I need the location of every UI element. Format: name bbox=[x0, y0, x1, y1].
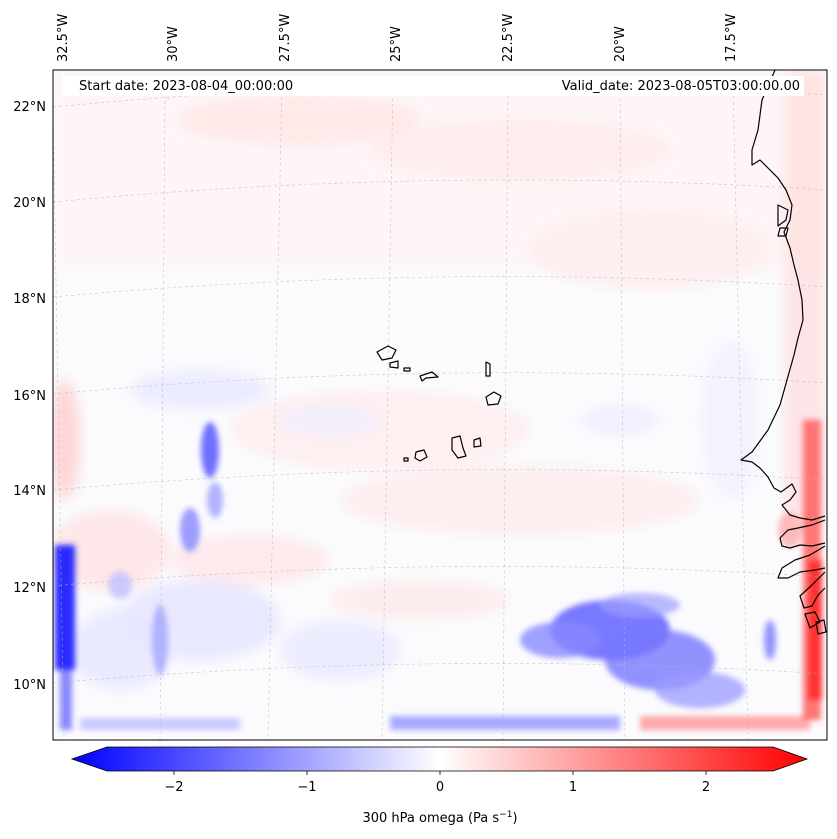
meridian-22-5w bbox=[502, 77, 509, 740]
lon-label: 32.5°W bbox=[56, 14, 71, 62]
meridian-20w bbox=[619, 79, 626, 740]
parallel-14n bbox=[53, 469, 827, 491]
parallel-10n bbox=[53, 663, 827, 684]
meridian-25w bbox=[381, 79, 394, 740]
parallel-18n bbox=[53, 276, 827, 298]
map-panel: Start date: 2023-08-04_00:00:00 Valid_da… bbox=[52, 69, 828, 741]
island-sal bbox=[485, 361, 491, 377]
valid-date-label: Valid_date: 2023-08-05T03:00:00.00 bbox=[562, 79, 800, 94]
lon-label: 25°W bbox=[389, 26, 404, 62]
colorbar-tick-label: 2 bbox=[702, 780, 710, 795]
colorbar: −2 −1 0 1 2 300 hPa omega (Pa s−1) bbox=[70, 746, 809, 826]
colorbar-label-sup: −1 bbox=[499, 810, 512, 820]
coast-detail-3 bbox=[804, 611, 821, 629]
colorbar-label-main: 300 hPa omega (Pa s bbox=[362, 811, 499, 826]
longitude-labels: 32.5°W 30°W 27.5°W 25°W 22.5°W 20°W 17.5… bbox=[56, 14, 739, 62]
parallel-12n bbox=[53, 566, 827, 587]
island-santo-antao bbox=[376, 345, 397, 361]
colorbar-tick-label: 1 bbox=[569, 780, 577, 795]
lat-label: 12°N bbox=[13, 581, 46, 596]
lon-label: 22.5°W bbox=[501, 14, 516, 62]
lon-label: 20°W bbox=[613, 26, 628, 62]
island-santiago bbox=[451, 435, 467, 459]
lat-label: 16°N bbox=[13, 389, 46, 404]
lat-label: 20°N bbox=[13, 196, 46, 211]
colorbar-tick-label: 0 bbox=[436, 780, 444, 795]
island-fogo bbox=[414, 449, 428, 462]
lon-label: 30°W bbox=[166, 26, 181, 62]
lat-label: 18°N bbox=[13, 292, 46, 307]
lon-label: 27.5°W bbox=[278, 14, 293, 62]
map-frame bbox=[52, 69, 828, 741]
land-outlines bbox=[376, 70, 827, 635]
lat-label: 10°N bbox=[13, 678, 46, 693]
colorbar-label: 300 hPa omega (Pa s−1) bbox=[362, 810, 517, 826]
african-coastline bbox=[740, 70, 826, 609]
coast-detail-2 bbox=[777, 227, 789, 237]
colorbar-tick-marks bbox=[173, 771, 707, 775]
island-sao-nicolau bbox=[419, 371, 439, 382]
header-strip bbox=[62, 76, 804, 96]
parallel-22n bbox=[53, 84, 827, 108]
parallel-16n bbox=[53, 372, 827, 395]
gridlines bbox=[53, 77, 827, 740]
omega-field bbox=[53, 70, 827, 730]
lat-label: 22°N bbox=[13, 100, 46, 115]
latitude-labels: 22°N 20°N 18°N 16°N 14°N 12°N 10°N bbox=[13, 100, 46, 693]
coast-detail bbox=[777, 204, 789, 227]
colorbar-bar bbox=[70, 746, 809, 772]
island-santa-luzia bbox=[403, 367, 411, 372]
parallel-20n bbox=[53, 179, 827, 203]
lat-label: 14°N bbox=[13, 484, 46, 499]
colorbar-label-suffix: ) bbox=[512, 811, 517, 826]
meridian-17-5w bbox=[732, 83, 749, 740]
start-date-label: Start date: 2023-08-04_00:00:00 bbox=[79, 79, 293, 94]
island-boa-vista bbox=[485, 391, 502, 406]
coast-detail-4 bbox=[815, 619, 827, 635]
island-sao-vicente bbox=[389, 360, 399, 369]
island-brava bbox=[403, 457, 409, 462]
meridian-27-5w bbox=[267, 84, 283, 740]
colorbar-tick-label: −2 bbox=[164, 780, 183, 795]
lon-label: 17.5°W bbox=[724, 14, 739, 62]
colorbar-tick-label: −1 bbox=[297, 780, 316, 795]
island-maio bbox=[473, 437, 482, 448]
